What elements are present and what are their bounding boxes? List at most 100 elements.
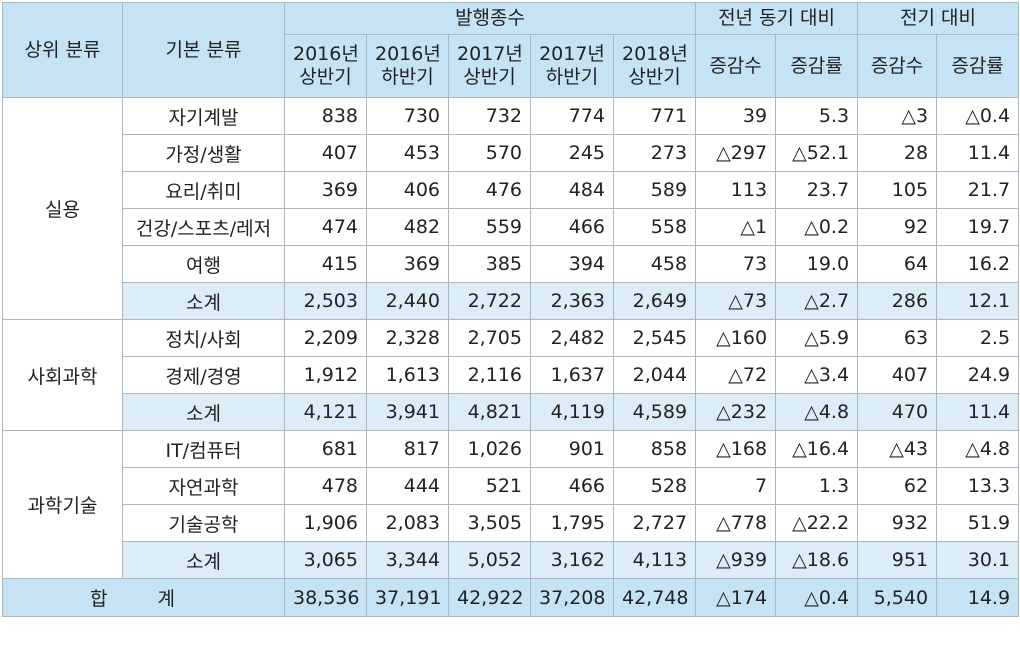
value-cell: 7 — [695, 467, 777, 505]
value-cell: 28 — [857, 134, 938, 172]
value-cell: 51.9 — [936, 504, 1020, 542]
subtotal-row: 소계 3,065 3,344 5,052 3,162 4,113 △939 △18.6 951 3… — [3, 541, 1020, 579]
value-cell: 951 — [857, 541, 938, 579]
table-row: 기술공학 1,906 2,083 3,505 1,795 2,727 △778 △22.2 93… — [3, 504, 1020, 542]
subtotal-row: 소계 4,121 3,941 4,821 4,119 4,589 △232 △4.8 470 11… — [3, 393, 1020, 431]
value-cell: 558 — [612, 208, 697, 246]
header-period-half: 하반기 — [381, 66, 434, 88]
value-cell: △43 — [857, 430, 938, 468]
value-cell: △72 — [695, 356, 777, 394]
value-cell: 470 — [857, 393, 938, 431]
value-cell: 2,649 — [612, 282, 697, 320]
value-cell: 62 — [857, 467, 938, 505]
value-cell: 771 — [612, 97, 697, 135]
basic-category-cell: 여행 — [122, 245, 285, 283]
value-cell: 30.1 — [936, 541, 1020, 579]
basic-category-cell: 소계 — [122, 393, 285, 431]
value-cell: 1,906 — [284, 504, 367, 542]
value-cell: 394 — [530, 245, 614, 283]
value-cell: 901 — [530, 430, 614, 468]
value-cell: 1,795 — [530, 504, 614, 542]
value-cell: 774 — [530, 97, 614, 135]
total-value-cell: 37,208 — [530, 578, 614, 617]
header-period-4: 2018년 상반기 — [612, 34, 697, 98]
value-cell: 2.5 — [936, 319, 1020, 357]
basic-category-cell: 기술공학 — [122, 504, 285, 542]
value-cell: 484 — [530, 171, 614, 209]
value-cell: 2,727 — [612, 504, 697, 542]
total-value-cell: 5,540 — [857, 578, 938, 617]
value-cell: 476 — [448, 171, 531, 209]
value-cell: 11.4 — [936, 393, 1020, 431]
table-row: 가정/생활 407 453 570 245 273 △297 △52.1 28 11.4 — [3, 134, 1020, 172]
value-cell: 458 — [612, 245, 697, 283]
value-cell: 286 — [857, 282, 938, 320]
value-cell: 4,121 — [284, 393, 367, 431]
header-change-count-0: 증감수 — [695, 34, 777, 98]
value-cell: 932 — [857, 504, 938, 542]
value-cell: △22.2 — [775, 504, 859, 542]
value-cell: 559 — [448, 208, 531, 246]
total-value-cell: 37,191 — [366, 578, 449, 617]
value-cell: 3,941 — [366, 393, 449, 431]
value-cell: 92 — [857, 208, 938, 246]
value-cell: △232 — [695, 393, 777, 431]
table-row: 실용 자기계발 838 730 732 774 771 39 5.3 △3 △0.4 — [2, 97, 1020, 320]
top-category-cell: 과학기술 — [2, 430, 123, 579]
value-cell: 406 — [366, 171, 449, 209]
basic-category-cell: 경제/경영 — [122, 356, 285, 394]
value-cell: 24.9 — [936, 356, 1020, 394]
value-cell: 11.4 — [936, 134, 1020, 172]
header-period-half: 상반기 — [299, 66, 352, 88]
total-row: 합 계 38,536 37,191 42,922 37,208 42,748 △174 △0.… — [2, 578, 1020, 617]
value-cell: 732 — [448, 97, 531, 135]
value-cell: △2.7 — [775, 282, 859, 320]
top-category-cell: 사회과학 — [2, 319, 123, 431]
value-cell: △4.8 — [936, 430, 1020, 468]
value-cell: 16.2 — [936, 245, 1020, 283]
value-cell: 817 — [366, 430, 449, 468]
value-cell: 105 — [857, 171, 938, 209]
value-cell: △73 — [695, 282, 777, 320]
value-cell: 1,637 — [530, 356, 614, 394]
value-cell: 528 — [612, 467, 697, 505]
header-period-year: 2017년 — [457, 43, 523, 65]
basic-category-cell: 정치/사회 — [122, 319, 285, 357]
value-cell: △4.8 — [775, 393, 859, 431]
value-cell: 4,589 — [612, 393, 697, 431]
value-cell: 2,440 — [366, 282, 449, 320]
value-cell: △16.4 — [775, 430, 859, 468]
value-cell: 39 — [695, 97, 777, 135]
publication-statistics-table: 상위 분류 기본 분류 발행종수 전년 동기 대비 전기 대비 2016년 상반기… — [2, 2, 1020, 617]
value-cell: 369 — [284, 171, 367, 209]
header-top-category: 상위 분류 — [2, 2, 123, 98]
value-cell: 3,505 — [448, 504, 531, 542]
total-value-cell: 42,748 — [612, 578, 697, 617]
basic-category-cell: 자연과학 — [122, 467, 285, 505]
value-cell: 415 — [284, 245, 367, 283]
value-cell: △778 — [695, 504, 777, 542]
header-prev-period-group: 전기 대비 — [857, 2, 1020, 35]
subtotal-row: 소계 2,503 2,440 2,722 2,363 2,649 △73 △2.7 286 12.… — [3, 282, 1020, 320]
value-cell: 1,912 — [284, 356, 367, 394]
value-cell: 385 — [448, 245, 531, 283]
value-cell: 444 — [366, 467, 449, 505]
table-body: 실용 자기계발 838 730 732 774 771 39 5.3 △3 △0.4 가정/생활 407… — [2, 97, 1020, 617]
value-cell: △52.1 — [775, 134, 859, 172]
value-cell: 19.7 — [936, 208, 1020, 246]
basic-category-cell: 건강/스포츠/레저 — [122, 208, 285, 246]
value-cell: 3,065 — [284, 541, 367, 579]
table-row: 여행 415 369 385 394 458 73 19.0 64 16.2 — [3, 245, 1020, 283]
total-value-cell: 38,536 — [284, 578, 367, 617]
value-cell: 2,363 — [530, 282, 614, 320]
header-period-year: 2017년 — [539, 43, 605, 65]
table-row: 요리/취미 369 406 476 484 589 113 23.7 105 21.7 — [3, 171, 1020, 209]
value-cell: 4,821 — [448, 393, 531, 431]
total-value-cell: 42,922 — [448, 578, 531, 617]
value-cell: 1,613 — [366, 356, 449, 394]
header-change-rate-3: 증감률 — [936, 34, 1020, 98]
value-cell: △5.9 — [775, 319, 859, 357]
header-period-year: 2016년 — [375, 43, 441, 65]
value-cell: △1 — [695, 208, 777, 246]
header-period-year: 2016년 — [293, 43, 359, 65]
